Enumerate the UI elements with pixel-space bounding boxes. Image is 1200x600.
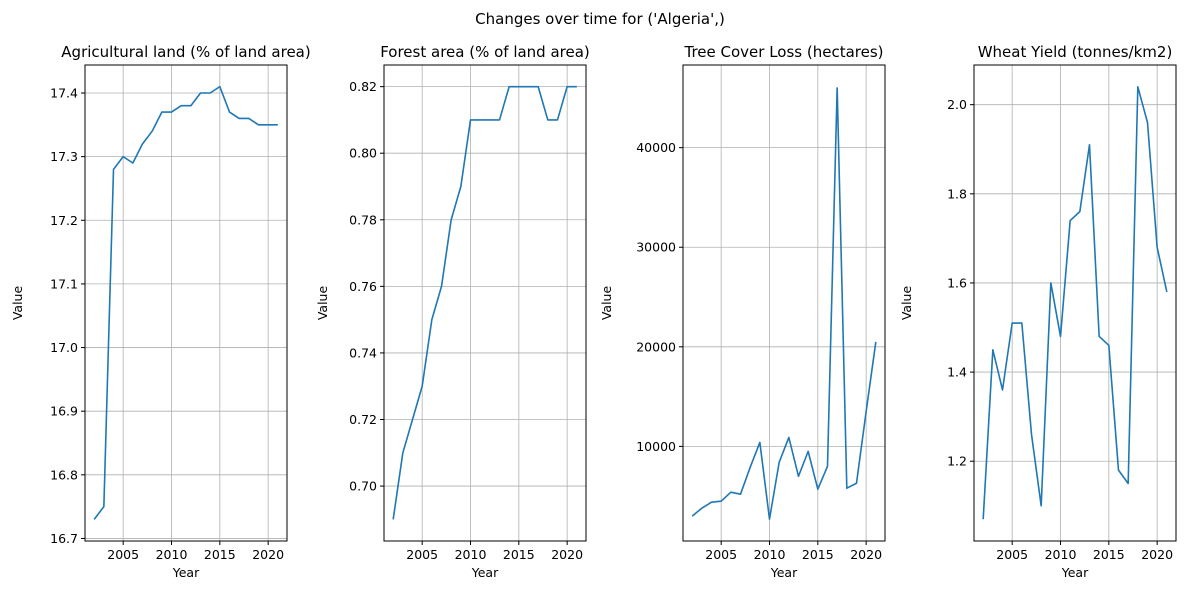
y-axis-label: Value [10,286,25,321]
y-tick-label: 1.2 [947,454,967,469]
figure-suptitle: Changes over time for ('Algeria',) [475,10,725,28]
axes-frame [383,64,587,542]
axes-frame [84,64,288,542]
x-axis-label: Year [172,565,200,580]
y-tick-label: 0.82 [349,79,377,94]
x-tick-label: 2005 [406,547,438,562]
y-tick-label: 2.0 [947,97,967,112]
series-line [691,87,877,520]
y-tick-label: 16.7 [50,531,78,546]
y-tick-label: 17.0 [50,340,78,355]
axes-frame [682,64,886,542]
x-tick-label: 2020 [551,547,583,562]
chart-title: Wheat Yield (tonnes/km2) [978,43,1173,61]
x-tick-label: 2010 [455,547,487,562]
y-axis-label: Value [899,286,914,321]
y-tick-label: 17.1 [50,276,78,291]
y-tick-label: 0.72 [349,412,377,427]
y-tick-label: 0.74 [349,345,377,360]
x-tick-label: 2020 [1141,547,1173,562]
chart-title: Forest area (% of land area) [380,43,590,61]
x-tick-label: 2005 [705,547,737,562]
y-axis-label: Value [315,286,330,321]
y-tick-label: 17.2 [50,213,78,228]
x-tick-label: 2015 [204,547,236,562]
x-tick-label: 2015 [503,547,535,562]
y-tick-label: 17.4 [50,86,78,101]
chart-panels: 2005 2010 2015 2020 16.7 16.8 16.9 17.0 17.1 17.2… [10,43,1177,580]
x-tick-label: 2020 [850,547,882,562]
axes-frame [973,64,1177,542]
y-tick-label: 16.9 [50,404,78,419]
y-tick-label: 1.8 [947,186,967,201]
chart-panel-1: 2005 2010 2015 2020 16.7 16.8 16.9 17.0 17.1 17.2… [10,43,311,580]
x-tick-label: 2010 [1045,547,1077,562]
chart-panel-3: 2005 2010 2015 2020 10000 20000 30000 40000 Tree… [599,43,886,580]
series-line [392,85,577,520]
y-axis-label: Value [599,286,614,321]
y-tick-label: 16.8 [50,467,78,482]
x-axis-label: Year [471,565,499,580]
y-tick-label: 17.3 [50,149,78,164]
y-tick-label: 0.70 [349,479,377,494]
x-axis-label: Year [1061,565,1089,580]
y-tick-label: 0.76 [349,279,377,294]
x-tick-label: 2010 [156,547,188,562]
x-tick-label: 2005 [107,547,139,562]
x-tick-label: 2015 [1093,547,1125,562]
y-tick-label: 10000 [636,439,676,454]
x-tick-label: 2005 [996,547,1028,562]
series-line [982,86,1168,520]
series-line [93,85,278,520]
y-tick-label: 20000 [636,339,676,354]
chart-title: Agricultural land (% of land area) [61,43,310,61]
y-tick-label: 1.6 [947,275,967,290]
x-tick-label: 2015 [802,547,834,562]
y-tick-label: 0.78 [349,212,377,227]
x-tick-label: 2010 [754,547,786,562]
chart-panel-2: 2005 2010 2015 2020 0.70 0.72 0.74 0.76 0.78 0.80… [315,43,590,580]
x-axis-label: Year [770,565,798,580]
y-tick-label: 40000 [636,140,676,155]
x-tick-label: 2020 [252,547,284,562]
y-tick-label: 30000 [636,240,676,255]
chart-panel-4: 2005 2010 2015 2020 1.2 1.4 1.6 1.8 2.0 Wheat Yie… [899,43,1177,580]
chart-title: Tree Cover Loss (hectares) [683,43,883,61]
y-tick-label: 0.80 [349,146,377,161]
y-tick-label: 1.4 [947,365,967,380]
